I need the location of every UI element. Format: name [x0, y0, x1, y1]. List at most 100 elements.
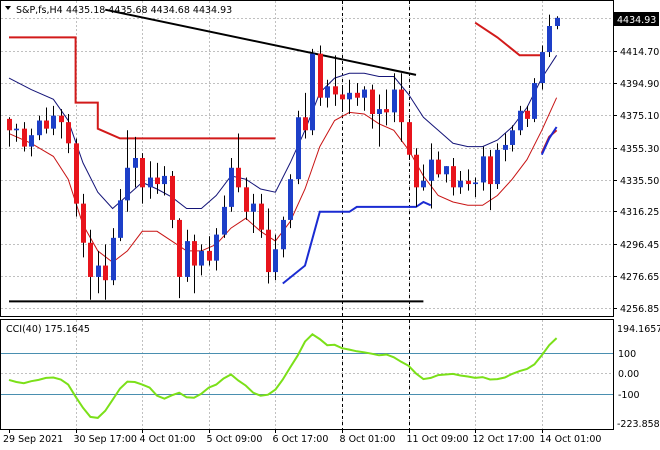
candle-bear	[192, 241, 197, 266]
stop-line-blue	[282, 200, 432, 285]
candlestick-series	[7, 14, 560, 300]
candle-bull	[296, 117, 301, 180]
price-pane[interactable]: 4414.70 4394.90 4375.10 4355.30 4335.50 4316.…	[0, 0, 660, 317]
candle-bull	[540, 52, 545, 84]
candle-bull	[96, 265, 101, 277]
cci-label: CCI(40) 175.1645	[6, 324, 90, 335]
candle-bull	[185, 241, 190, 277]
time-tick-label: 6 Oct 17:00	[273, 434, 329, 445]
candle-bull	[51, 115, 56, 129]
candle-bull	[547, 26, 552, 53]
current-price-marker: 4434.93	[614, 12, 659, 26]
symbol-label: S&P,fs,H4	[16, 5, 63, 16]
candle-bull	[495, 149, 500, 185]
candle-bull	[310, 53, 315, 131]
price-tick-label: 4296.45	[620, 240, 659, 251]
candle-bear	[488, 156, 493, 185]
candle-bear	[370, 89, 375, 114]
price-axis: 4414.70 4394.90 4375.10 4355.30 4335.50 4316.…	[613, 18, 659, 315]
candle-bear	[414, 154, 419, 188]
candle-bear	[7, 118, 12, 131]
candle-bear	[59, 115, 64, 123]
price-tick-label: 4316.25	[620, 207, 659, 218]
candle-bear	[74, 143, 79, 204]
cci-level-label: 100	[618, 349, 636, 360]
time-tick-label: 11 Oct 09:00	[407, 434, 469, 445]
candle-bear	[436, 159, 441, 175]
candle-bear	[451, 166, 456, 188]
time-tick-label: 29 Sep 2021	[3, 434, 63, 445]
price-tick-label: 4394.90	[620, 79, 659, 90]
candle-bull	[325, 86, 330, 98]
candle-bull	[229, 167, 234, 207]
stop-line-red	[9, 36, 276, 140]
candle-bear	[525, 110, 530, 119]
candle-bear	[244, 187, 249, 212]
candle-bear	[266, 229, 271, 273]
candle-bull	[421, 180, 426, 188]
candle-bull	[118, 200, 123, 238]
candle-bear	[88, 242, 93, 277]
time-axis: 29 Sep 2021 30 Sep 17:00 4 Oct 01:00 5 Oct …	[3, 429, 601, 445]
candle-bull	[111, 237, 116, 281]
price-pane-frame	[0, 0, 614, 317]
cci-level-label: -100	[618, 390, 640, 401]
candle-bear	[318, 53, 323, 98]
candle-bull	[251, 203, 256, 212]
candle-bull	[518, 110, 523, 131]
cci-line	[8, 333, 558, 419]
candle-bear	[399, 89, 404, 123]
candle-bull	[392, 89, 397, 113]
candle-bull	[377, 109, 382, 114]
candle-bull	[347, 92, 352, 100]
candle-bear	[384, 109, 389, 113]
candle-bear	[259, 203, 264, 230]
candle-bull	[125, 167, 130, 201]
candle-bull	[222, 206, 227, 235]
ohlc-readout: 4435.18 4435.68 4434.68 4434.93	[66, 5, 232, 16]
upper-envelope-line	[8, 55, 558, 210]
candle-bull	[510, 130, 515, 145]
candle-bull	[29, 135, 34, 147]
candle-bear	[407, 122, 412, 155]
price-tick-label: 4335.50	[620, 176, 659, 187]
candle-bull	[37, 120, 42, 136]
cci-pane[interactable]: 100 0.00 -100 194.1657 -223.8587 CCI(40) 175…	[0, 319, 660, 431]
candle-bear	[140, 158, 145, 188]
candle-bull	[148, 177, 153, 188]
candle-bear	[333, 86, 338, 95]
candle-bear	[303, 117, 308, 131]
price-tick-label: 4256.85	[620, 304, 659, 315]
candle-bull	[281, 219, 286, 250]
candle-bear	[207, 250, 212, 261]
candle-bull	[481, 156, 486, 183]
price-tick-label: 4276.65	[620, 272, 659, 283]
candle-bull	[133, 158, 138, 168]
candle-bull	[444, 166, 449, 175]
candle-bull	[362, 89, 367, 98]
cci-axis: 100 0.00 -100 194.1657 -223.8587	[617, 324, 660, 430]
candle-bear	[236, 167, 241, 188]
cci-min-label: -223.8587	[617, 419, 660, 430]
candle-bull	[429, 159, 434, 181]
candle-bull	[473, 182, 478, 185]
collapse-triangle-icon[interactable]	[5, 6, 11, 10]
time-tick-label: 4 Oct 01:00	[140, 434, 196, 445]
candle-bull	[273, 249, 278, 273]
time-tick-label: 8 Oct 01:00	[340, 434, 396, 445]
stop-line-red	[474, 21, 542, 57]
price-tick-label: 4355.30	[620, 144, 659, 155]
time-tick-label: 30 Sep 17:00	[74, 434, 137, 445]
candle-bull	[458, 180, 463, 188]
candle-bull	[214, 234, 219, 261]
trendlines	[9, 8, 424, 303]
trendline	[104, 8, 417, 76]
cci-pane-frame	[0, 319, 614, 430]
stop-line-blue	[540, 126, 558, 156]
candle-bear	[44, 120, 49, 129]
candle-bull	[288, 179, 293, 220]
candle-bear	[466, 180, 471, 185]
candle-bear	[22, 128, 27, 147]
candle-bull	[162, 175, 167, 185]
